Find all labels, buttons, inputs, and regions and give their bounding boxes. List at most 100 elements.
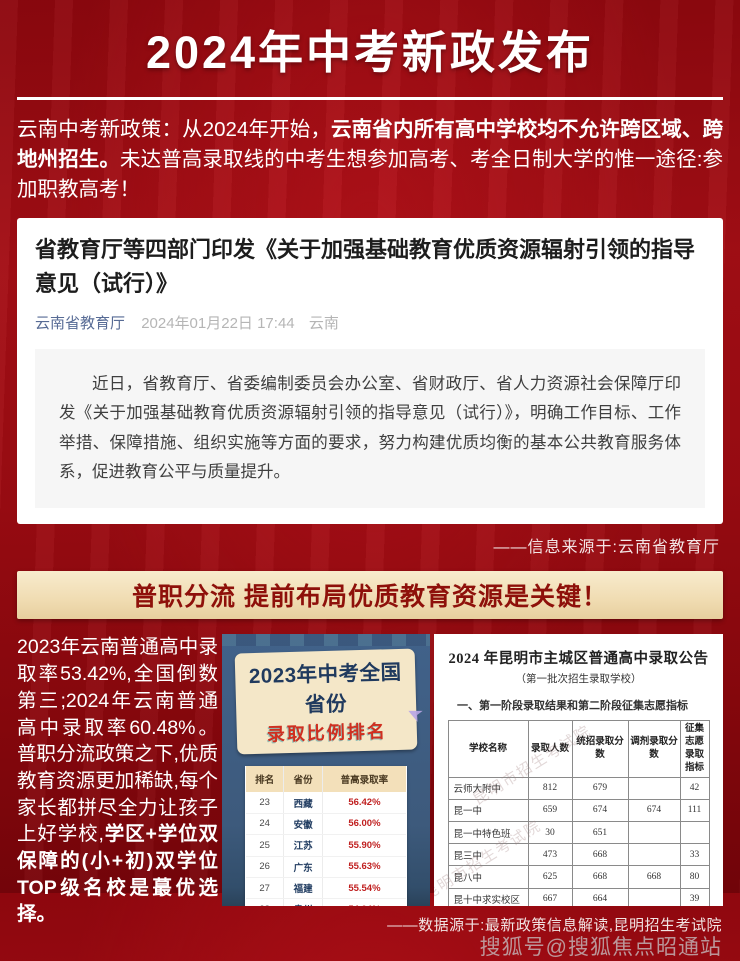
article-quote-box: 近日，省教育厅、省委编制委员会办公室、省财政厅、省人力资源社会保障厅印发《关于加…	[35, 348, 705, 509]
table-cell: 昆十中求实校区	[447, 887, 529, 907]
commentary-normal: 2023年云南普通高中录取率53.42%,全国倒数第三;2024年云南普通高中录…	[17, 636, 218, 846]
ranking-title-line2: 录取比例排名	[266, 721, 388, 746]
admission-table: 学校名称 录取人数 统招录取分数 调剂录取分数 征集志愿录取指标 云师大附中 81…	[447, 720, 710, 907]
admission-subtitle: （第一批次招生录取学校）	[515, 674, 642, 686]
table-row: 昆一中特色班 30 651	[447, 821, 710, 845]
table-row: 昆十中求实校区 667 664 39	[447, 887, 710, 907]
table-row: 25 江苏 55.90%	[246, 834, 406, 857]
table-cell: 26	[246, 856, 285, 878]
table-cell: 昆八中	[447, 865, 529, 889]
table-cell: 679	[571, 776, 629, 800]
table-cell: 668	[571, 865, 629, 889]
article-account-link[interactable]: 云南省教育厅	[35, 314, 126, 332]
admission-header-adjusted-score: 调剂录取分数	[627, 720, 681, 778]
table-cell: 625	[527, 865, 573, 889]
ranking-header-province: 省份	[283, 766, 323, 793]
admission-header-enrolled: 录取人数	[527, 720, 573, 778]
admission-header-unified-score: 统招录取分数	[571, 720, 629, 778]
intro-text-start: 云南中考新政策：从2024年开始，	[17, 118, 332, 141]
keypoint-banner-text: 普职分流 提前布局优质教育资源是关键！	[132, 583, 608, 612]
ranking-title-sticker: 2023年中考全国省份 录取比例排名	[234, 648, 418, 755]
table-cell: 55.63%	[322, 856, 406, 878]
table-cell	[679, 821, 710, 845]
table-cell: 664	[571, 887, 629, 907]
table-cell: 安徽	[283, 813, 323, 836]
table-cell: 659	[527, 798, 573, 823]
sohu-watermark: 搜狐号@搜狐焦点昭通站	[479, 936, 722, 960]
table-row: 26 广东 55.63%	[246, 856, 406, 878]
table-row: 27 福建 55.54%	[246, 877, 406, 900]
admission-document: 2024 年昆明市主城区普通高中录取公告 （第一批次招生录取学校） 一、第一阶段…	[434, 634, 723, 907]
intro-paragraph: 云南中考新政策：从2024年开始，云南省内所有高中学校均不允许跨区域、跨地州招生…	[17, 115, 723, 205]
article-quote-text: 近日，省教育厅、省委编制委员会办公室、省财政厅、省人力资源社会保障厅印发《关于加…	[59, 374, 681, 482]
table-cell: 25	[246, 834, 285, 857]
table-cell: 667	[527, 887, 573, 907]
commentary-text: 2023年云南普通高中录取率53.42%,全国倒数第三;2024年云南普通高中录…	[17, 634, 218, 925]
ranking-title-line1: 2023年中考全国省份	[248, 661, 402, 717]
ranking-header-rate: 普高录取率	[322, 766, 406, 793]
admission-table-body: 云师大附中 812 679 42 昆一中 659 674 674 111 昆一中特色班 30 651 昆…	[447, 776, 710, 907]
ranking-table-body: 23 西藏 56.42% 24 安徽 56.00% 25 江苏 55.90% 26 广东 55.63%…	[246, 792, 406, 907]
table-row: 23 西藏 56.42%	[246, 792, 406, 814]
table-row: 昆一中 659 674 674 111	[447, 798, 710, 823]
table-cell: 福建	[283, 877, 323, 900]
table-cell: 云师大附中	[447, 776, 529, 800]
article-date: 2024年01月22日 17:44	[141, 314, 295, 332]
table-cell: 39	[679, 887, 710, 907]
table-header-row: 排名 省份 普高录取率	[246, 766, 406, 793]
table-cell	[627, 776, 681, 800]
table-cell	[627, 821, 681, 845]
table-cell: 668	[571, 843, 629, 867]
keypoint-banner: 普职分流 提前布局优质教育资源是关键！	[17, 571, 723, 620]
table-row: 云师大附中 812 679 42	[447, 776, 710, 800]
table-cell: 812	[527, 776, 573, 800]
ranking-table: 排名 省份 普高录取率 23 西藏 56.42% 24 安徽 56.00% 25 江苏 55.9…	[245, 766, 407, 907]
table-cell: 24	[246, 813, 285, 836]
table-cell: 西藏	[283, 792, 323, 814]
table-cell: 江苏	[283, 834, 323, 857]
table-cell: 668	[627, 865, 681, 889]
intro-text-bold: 云南省内所有高中学校均不允许跨区域、跨地州招生。	[17, 118, 723, 171]
intro-text-end: 未达普高录取线的中考生想参加高考、考全日制大学的惟一途径:参加职教高考！	[17, 147, 724, 201]
table-cell: 55.54%	[322, 877, 406, 900]
article-meta: 云南省教育厅 2024年01月22日 17:44 云南	[35, 312, 705, 333]
panel-top-texture	[222, 634, 430, 647]
table-row: 24 安徽 56.00%	[246, 813, 406, 836]
table-cell: 23	[246, 792, 285, 814]
article-region: 云南	[308, 314, 339, 332]
article-title[interactable]: 省教育厅等四部门印发《关于加强基础教育优质资源辐射引领的指导意见（试行）》	[35, 236, 696, 296]
table-cell: 28	[246, 898, 285, 907]
admission-header-quota: 征集志愿录取指标	[679, 720, 710, 778]
article-card: 省教育厅等四部门印发《关于加强基础教育优质资源辐射引领的指导意见（试行）》 云南…	[17, 217, 723, 525]
table-cell: 广东	[283, 856, 323, 878]
table-cell: 30	[527, 821, 573, 845]
ranking-table-card: 排名 省份 普高录取率 23 西藏 56.42% 24 安徽 56.00% 25 江苏 55.9…	[245, 766, 407, 907]
table-cell: 27	[246, 877, 285, 900]
admission-header-school: 学校名称	[447, 720, 529, 778]
admission-section-heading: 一、第一阶段录取结果和第二阶段征集志愿指标	[457, 700, 688, 713]
table-cell: 111	[679, 798, 710, 823]
title-divider	[17, 97, 723, 100]
table-cell: 贵州	[283, 898, 323, 907]
table-cell: 55.90%	[322, 834, 406, 857]
bottom-section: 2023年云南普通高中录取率53.42%,全国倒数第三;2024年云南普通高中录…	[17, 634, 723, 925]
table-row: 昆八中 625 668 668 80	[447, 865, 710, 889]
table-cell: 651	[571, 821, 629, 845]
table-cell: 昆三中	[447, 843, 529, 867]
info-source-line: ——信息来源于:云南省教育厅	[493, 539, 720, 557]
table-cell: 674	[571, 798, 629, 823]
table-cell: 80	[679, 865, 710, 889]
table-cell: 33	[679, 843, 710, 867]
table-cell: 昆一中	[447, 798, 529, 823]
table-cell: 54.04%	[322, 898, 406, 907]
table-cell: 昆一中特色班	[447, 821, 529, 845]
table-header-row: 学校名称 录取人数 统招录取分数 调剂录取分数 征集志愿录取指标	[447, 720, 710, 778]
ranking-panel: 2023年中考全国省份 录取比例排名 ➤ 排名 省份 普高录取率 23 西藏 56.…	[222, 634, 430, 907]
table-cell	[627, 887, 681, 907]
table-cell: 473	[527, 843, 573, 867]
table-cell: 56.00%	[322, 813, 406, 836]
table-cell: 674	[627, 798, 681, 823]
table-cell	[627, 843, 681, 867]
table-cell: 42	[679, 776, 710, 800]
